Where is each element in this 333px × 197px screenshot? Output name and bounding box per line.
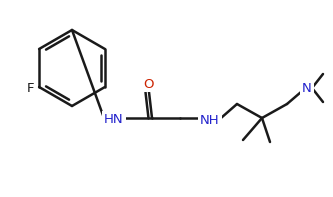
Text: N: N bbox=[302, 82, 312, 95]
Text: NH: NH bbox=[200, 113, 220, 126]
Text: HN: HN bbox=[104, 112, 124, 125]
Text: O: O bbox=[144, 77, 154, 90]
Text: F: F bbox=[26, 82, 34, 95]
